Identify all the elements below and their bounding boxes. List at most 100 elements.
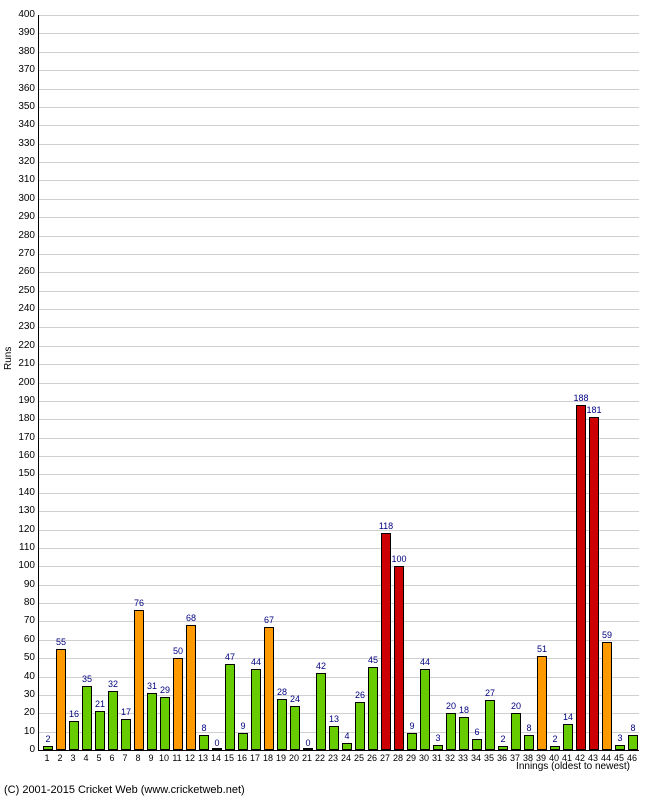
x-tick-label: 46 [627,753,637,763]
x-tick-label: 33 [458,753,468,763]
y-tick-label: 300 [9,193,35,204]
gridline [39,180,639,181]
x-tick-label: 10 [159,753,169,763]
gridline [39,346,639,347]
y-tick-label: 150 [9,468,35,479]
y-tick-label: 360 [9,83,35,94]
x-tick-label: 24 [341,753,351,763]
x-tick-label: 4 [83,753,88,763]
gridline [39,107,639,108]
bar-value-label: 9 [409,721,414,731]
y-tick-label: 290 [9,211,35,222]
bar [238,733,248,750]
gridline [39,530,639,531]
gridline [39,640,639,641]
bar-value-label: 59 [602,630,612,640]
bar-value-label: 44 [251,657,261,667]
bar-value-label: 13 [329,714,339,724]
x-tick-label: 26 [367,753,377,763]
x-tick-label: 11 [172,753,181,763]
bar-value-label: 2 [45,734,50,744]
bar-value-label: 3 [617,733,622,743]
y-tick-label: 10 [9,726,35,737]
bar [342,743,352,750]
bar [628,735,638,750]
gridline [39,474,639,475]
bar [550,746,560,750]
y-tick-label: 170 [9,432,35,443]
y-tick-label: 390 [9,27,35,38]
bar [420,669,430,750]
bar [381,533,391,750]
y-tick-label: 30 [9,689,35,700]
bar-value-label: 9 [240,721,245,731]
y-tick-label: 90 [9,579,35,590]
bar-value-label: 3 [435,733,440,743]
x-tick-label: 28 [393,753,403,763]
bar [368,667,378,750]
x-tick-label: 39 [536,753,546,763]
bar-value-label: 14 [563,712,573,722]
bar-value-label: 4 [344,731,349,741]
bar [303,748,313,750]
gridline [39,217,639,218]
x-tick-label: 6 [109,753,114,763]
gridline [39,658,639,659]
y-axis-title: Runs [3,347,14,370]
x-tick-label: 42 [575,753,585,763]
bar-value-label: 181 [586,405,601,415]
bar [355,702,365,750]
bar-value-label: 20 [511,701,521,711]
y-tick-label: 380 [9,46,35,57]
bar-value-label: 118 [379,521,393,531]
x-tick-label: 21 [302,753,312,763]
gridline [39,695,639,696]
x-tick-label: 22 [315,753,325,763]
bar [316,673,326,750]
gridline [39,254,639,255]
gridline [39,52,639,53]
y-tick-label: 0 [9,744,35,755]
bar-value-label: 0 [214,738,219,748]
x-tick-label: 2 [57,753,62,763]
bar [212,748,222,750]
bar-value-label: 28 [277,687,287,697]
bar [472,739,482,750]
gridline [39,291,639,292]
bar [121,719,131,750]
bar-value-label: 42 [316,661,326,671]
y-tick-label: 230 [9,321,35,332]
bar [563,724,573,750]
y-tick-label: 160 [9,450,35,461]
copyright-text: (C) 2001-2015 Cricket Web (www.cricketwe… [4,784,245,796]
bar-value-label: 0 [305,738,310,748]
x-tick-label: 20 [289,753,299,763]
y-tick-label: 120 [9,524,35,535]
bar [43,746,53,750]
y-tick-label: 320 [9,156,35,167]
x-tick-label: 45 [614,753,624,763]
bar-value-label: 24 [290,694,300,704]
bar-value-label: 50 [173,646,183,656]
bar-value-label: 76 [134,598,144,608]
bar-value-label: 27 [485,688,495,698]
bar [537,656,547,750]
plot-area: 0102030405060708090100110120130140150160… [38,15,639,751]
x-tick-label: 31 [432,753,442,763]
x-tick-label: 44 [601,753,611,763]
y-tick-label: 70 [9,615,35,626]
y-tick-label: 250 [9,285,35,296]
y-tick-label: 190 [9,395,35,406]
bar-value-label: 26 [355,690,365,700]
x-tick-label: 7 [122,753,127,763]
gridline [39,493,639,494]
bar [186,625,196,750]
y-tick-label: 200 [9,377,35,388]
bar [290,706,300,750]
chart-container: 0102030405060708090100110120130140150160… [0,0,650,800]
bar [251,669,261,750]
gridline [39,309,639,310]
y-tick-label: 100 [9,560,35,571]
bar [95,711,105,750]
x-tick-label: 43 [588,753,598,763]
